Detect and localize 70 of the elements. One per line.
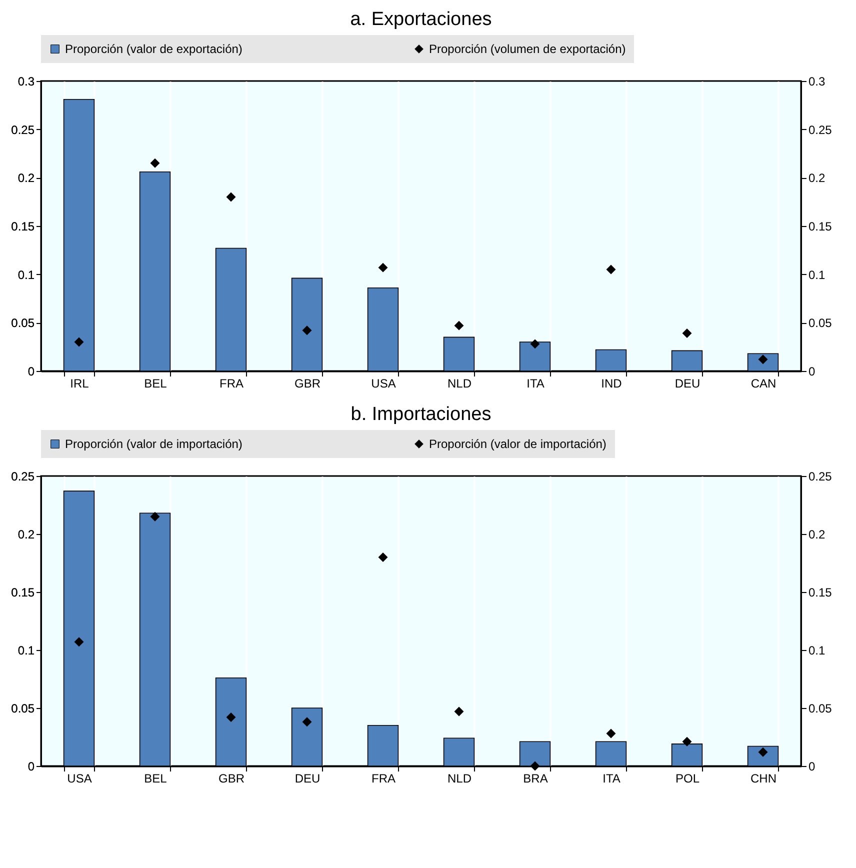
y-tick-label: 0.2 bbox=[18, 528, 35, 542]
y-tick-label: 0 bbox=[28, 760, 35, 774]
x-tick-label: CAN bbox=[750, 376, 776, 390]
x-tick-label: IND bbox=[601, 376, 622, 390]
y-tick-label: 0.15 bbox=[11, 586, 35, 600]
y2-tick-label: 0 bbox=[808, 760, 816, 774]
legend-label: Proporción (valor de exportación) bbox=[65, 42, 242, 56]
x-tick-label: CHN bbox=[750, 772, 776, 786]
y2-tick-label: 0.15 bbox=[808, 220, 832, 234]
x-tick-label: POL bbox=[675, 772, 700, 786]
x-tick-label: USA bbox=[371, 376, 396, 390]
y2-tick-label: 0.1 bbox=[808, 268, 826, 282]
legend-label: Proporción (valor de importación) bbox=[429, 437, 606, 451]
point bbox=[150, 158, 160, 168]
y-tick-label: 0.05 bbox=[11, 702, 35, 716]
y-tick-label: 0.2 bbox=[18, 171, 35, 186]
y-tick-label: 0 bbox=[28, 364, 35, 378]
x-tick-label: ITA bbox=[602, 772, 620, 786]
legend-label: Proporción (valor de importación) bbox=[65, 437, 242, 451]
x-tick-label: IRL bbox=[70, 376, 90, 390]
y-tick-label: 0.25 bbox=[11, 122, 35, 137]
x-tick-label: FRA bbox=[220, 376, 244, 390]
chart-title: b. Importaciones bbox=[350, 404, 492, 425]
y-tick-label: 0.1 bbox=[18, 644, 35, 658]
point bbox=[682, 736, 692, 746]
point bbox=[530, 339, 540, 349]
point bbox=[530, 761, 540, 771]
y2-tick-label: 0.1 bbox=[808, 644, 826, 658]
legend-label: Proporción (volumen de exportación) bbox=[429, 42, 626, 56]
y-tick-label: 0.15 bbox=[11, 220, 35, 234]
x-tick-label: GBR bbox=[294, 376, 321, 390]
x-tick-label: ITA bbox=[526, 376, 544, 390]
x-tick-label: FRA bbox=[372, 772, 396, 786]
x-tick-label: USA bbox=[67, 772, 92, 786]
point bbox=[74, 337, 84, 347]
x-tick-label: BRA bbox=[523, 772, 548, 786]
chart-title: a. Exportaciones bbox=[350, 9, 492, 30]
y2-tick-label: 0.15 bbox=[808, 586, 832, 600]
point bbox=[302, 326, 312, 336]
x-tick-label: BEL bbox=[144, 376, 168, 390]
y-tick-label: 0.25 bbox=[11, 470, 35, 484]
point bbox=[226, 712, 236, 722]
point bbox=[302, 717, 312, 727]
point bbox=[454, 320, 464, 330]
x-tick-label: NLD bbox=[447, 772, 472, 786]
y2-tick-label: 0.3 bbox=[808, 74, 826, 88]
y2-tick-label: 0.2 bbox=[808, 171, 826, 186]
y2-tick-label: 0.05 bbox=[808, 316, 832, 330]
y-tick-label: 0.3 bbox=[18, 74, 35, 88]
point bbox=[606, 264, 616, 274]
x-tick-label: GBR bbox=[218, 772, 245, 786]
point bbox=[226, 192, 236, 202]
y2-tick-label: 0.25 bbox=[808, 122, 832, 137]
point bbox=[74, 637, 84, 647]
point bbox=[378, 552, 388, 562]
y2-tick-label: 0.25 bbox=[808, 470, 832, 484]
x-tick-label: DEU bbox=[294, 772, 320, 786]
point bbox=[378, 262, 388, 272]
x-tick-label: NLD bbox=[447, 376, 472, 390]
point bbox=[682, 328, 692, 338]
x-tick-label: BEL bbox=[144, 772, 168, 786]
point bbox=[606, 728, 616, 738]
y2-tick-label: 0 bbox=[808, 364, 816, 378]
y2-tick-label: 0.2 bbox=[808, 528, 826, 542]
x-tick-label: DEU bbox=[674, 376, 700, 390]
y-tick-label: 0.05 bbox=[11, 316, 35, 330]
y2-tick-label: 0.05 bbox=[808, 702, 832, 716]
point bbox=[150, 512, 160, 522]
y-tick-label: 0.1 bbox=[18, 268, 35, 282]
point bbox=[454, 706, 464, 716]
